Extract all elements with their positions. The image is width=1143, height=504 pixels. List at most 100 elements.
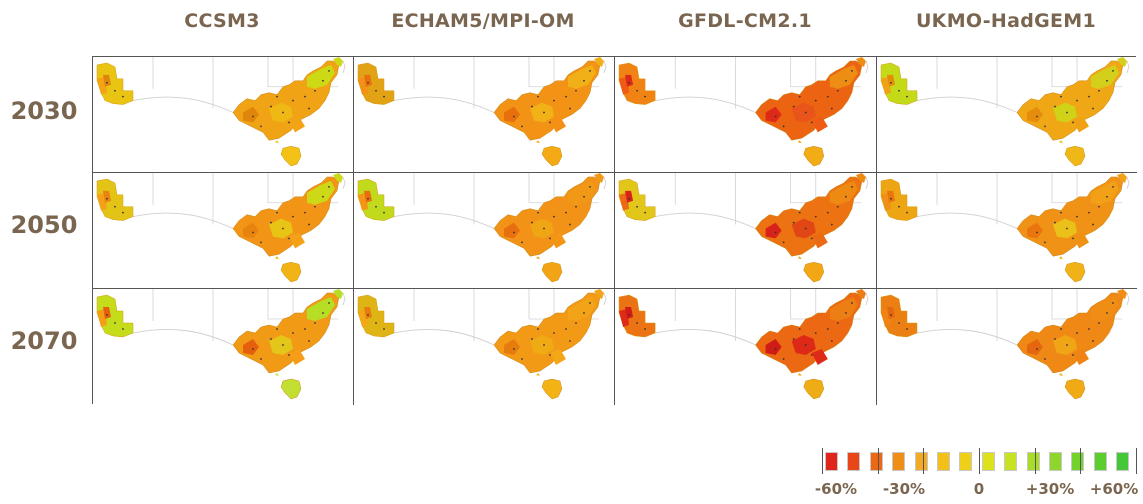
map-panel-2050-2 <box>615 173 877 289</box>
station-dot <box>589 69 591 72</box>
station-dot <box>898 205 900 208</box>
station-dot <box>288 237 290 240</box>
region-qld-edge <box>594 289 604 299</box>
station-dot <box>628 314 630 316</box>
australia-map <box>96 57 346 167</box>
station-dot <box>282 227 284 230</box>
region-vic <box>289 232 305 249</box>
region-northeast <box>829 180 858 205</box>
station-dot <box>644 211 647 214</box>
station-dot <box>836 322 839 324</box>
station-dot <box>1060 328 1062 330</box>
station-dot <box>836 89 839 92</box>
station-dot <box>844 195 847 198</box>
station-dot <box>537 328 539 330</box>
row-header-2: 2070 <box>10 327 78 355</box>
station-dot <box>553 332 555 334</box>
region-vic <box>1073 349 1089 365</box>
region-northeast <box>307 180 335 205</box>
station-dot <box>252 348 254 350</box>
station-dot <box>1060 95 1062 98</box>
region-island <box>275 256 279 260</box>
station-dot <box>844 79 847 82</box>
legend-swatch <box>1049 452 1062 471</box>
region-sa-spot <box>1027 222 1043 239</box>
map-panel-2070-2 <box>615 289 877 405</box>
region-tasmania <box>803 261 825 283</box>
region-sa-spot <box>765 339 782 355</box>
australia-map <box>96 173 346 283</box>
region-qld-edge <box>855 289 866 299</box>
station-dot <box>328 302 330 304</box>
station-dot <box>814 99 817 102</box>
station-dot <box>314 205 316 208</box>
column-header-3: UKMO-HadGEM1 <box>915 10 1097 32</box>
region-island <box>536 373 540 376</box>
station-dot <box>1072 354 1074 356</box>
station-dot <box>1044 125 1046 128</box>
station-dot <box>792 221 795 224</box>
map-panel-2070-3 <box>877 289 1137 405</box>
station-dot <box>890 197 892 200</box>
region-wa-spot <box>625 190 634 203</box>
station-dot <box>565 211 567 214</box>
station-dot <box>1076 99 1078 102</box>
station-dot <box>1092 107 1094 110</box>
region-northeast <box>307 64 335 89</box>
region-sa-spot <box>243 106 259 123</box>
station-dot <box>543 227 545 230</box>
station-dot <box>644 95 647 98</box>
legend-tick <box>1135 448 1137 474</box>
station-dot <box>898 322 900 324</box>
station-dot <box>549 121 551 124</box>
region-qld-edge <box>1117 57 1127 67</box>
region-murray <box>530 102 554 123</box>
station-dot <box>1112 69 1114 72</box>
station-dot <box>1072 237 1074 240</box>
legend-tick <box>1034 448 1036 474</box>
region-qld-edge <box>594 173 604 183</box>
region-vic <box>1073 232 1089 249</box>
region-northeast <box>568 297 596 321</box>
region-island <box>275 140 279 144</box>
legend-swatch <box>825 452 838 471</box>
station-dot <box>367 314 369 316</box>
legend-label-4: +60% <box>1089 480 1139 498</box>
station-dot <box>1044 358 1046 360</box>
station-dot <box>106 81 108 84</box>
station-dot <box>270 221 272 224</box>
station-dot <box>1036 231 1038 234</box>
region-wa-spot <box>625 307 634 319</box>
region-island <box>1059 373 1063 376</box>
region-wa-spot <box>625 74 634 87</box>
region-wa-spot <box>103 307 111 319</box>
station-dot <box>513 115 515 118</box>
region-vic <box>289 116 305 133</box>
region-sa-spot <box>765 106 782 123</box>
station-dot <box>1106 195 1108 198</box>
station-dot <box>830 107 833 110</box>
station-dot <box>252 115 254 118</box>
station-dot <box>1092 340 1094 342</box>
region-northeast <box>1091 180 1119 205</box>
station-dot <box>569 223 571 226</box>
legend-tick <box>1079 448 1081 474</box>
station-dot <box>826 211 829 214</box>
station-dot <box>521 125 523 128</box>
region-murray <box>269 102 293 123</box>
australia-map <box>880 57 1130 167</box>
legend-swatch <box>914 452 928 471</box>
legend-tick <box>978 448 980 474</box>
region-tasmania <box>280 145 302 167</box>
map-panel-2030-3 <box>877 57 1137 173</box>
region-island <box>536 140 540 144</box>
station-dot <box>531 338 533 340</box>
station-dot <box>644 328 647 330</box>
station-dot <box>804 344 807 346</box>
region-vic <box>811 232 828 249</box>
region-wa-spot <box>887 190 895 203</box>
legend-label-1: -30% <box>882 480 926 498</box>
map-panel-grid <box>92 56 1137 405</box>
station-dot <box>826 328 829 330</box>
station-dot <box>1072 121 1074 124</box>
